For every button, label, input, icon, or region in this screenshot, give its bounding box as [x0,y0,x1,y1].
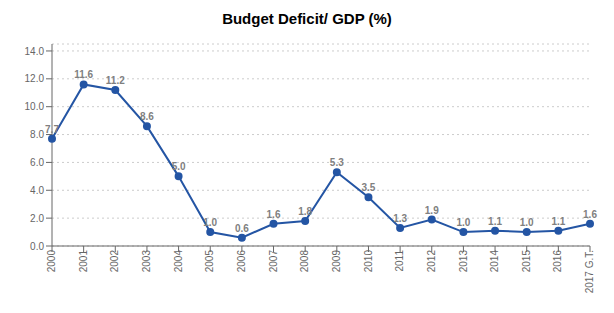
svg-text:2008: 2008 [299,250,310,273]
svg-text:1.1: 1.1 [551,216,565,227]
svg-text:2016: 2016 [552,250,563,273]
svg-text:8.0: 8.0 [30,129,44,140]
svg-text:0.6: 0.6 [235,223,249,234]
svg-text:4.0: 4.0 [30,185,44,196]
svg-text:2007: 2007 [268,250,279,273]
svg-text:12.0: 12.0 [25,73,45,84]
svg-text:2011: 2011 [394,250,405,272]
svg-text:14.0: 14.0 [25,46,45,57]
svg-text:2015: 2015 [521,250,532,273]
svg-text:1.0: 1.0 [520,217,534,228]
svg-text:2003: 2003 [141,250,152,273]
svg-text:2000: 2000 [46,250,57,273]
svg-text:2017 G.T.: 2017 G.T. [584,250,595,293]
svg-text:2010: 2010 [363,250,374,273]
svg-text:8.6: 8.6 [140,111,154,122]
svg-text:1.6: 1.6 [267,209,281,220]
svg-text:1.3: 1.3 [393,213,407,224]
svg-text:2013: 2013 [458,250,469,273]
svg-text:1.0: 1.0 [456,217,470,228]
svg-text:2012: 2012 [426,250,437,273]
svg-text:1.1: 1.1 [488,216,502,227]
svg-text:11.6: 11.6 [74,69,93,80]
svg-text:2005: 2005 [204,250,215,273]
svg-text:1.8: 1.8 [298,206,312,217]
svg-text:2006: 2006 [236,250,247,273]
svg-text:2009: 2009 [331,250,342,273]
svg-text:2002: 2002 [109,250,120,273]
svg-text:2001: 2001 [78,250,89,273]
svg-text:0.0: 0.0 [30,241,44,252]
html-text:Budget Deficit/ GDP (%): Budget Deficit/ GDP (%) [222,10,392,27]
svg-text:2004: 2004 [173,250,184,273]
svg-text:11.2: 11.2 [106,75,125,86]
svg-text:2.0: 2.0 [30,213,44,224]
svg-text:10.0: 10.0 [25,101,45,112]
svg-text:1.6: 1.6 [583,209,597,220]
svg-text:1.9: 1.9 [425,205,439,216]
svg-text:5.3: 5.3 [330,157,344,168]
svg-text:5.0: 5.0 [172,161,186,172]
svg-text:1.0: 1.0 [203,217,217,228]
svg-text:3.5: 3.5 [362,182,376,193]
svg-text:7.7: 7.7 [45,124,59,135]
svg-text:2014: 2014 [489,250,500,273]
svg-text:6.0: 6.0 [30,157,44,168]
